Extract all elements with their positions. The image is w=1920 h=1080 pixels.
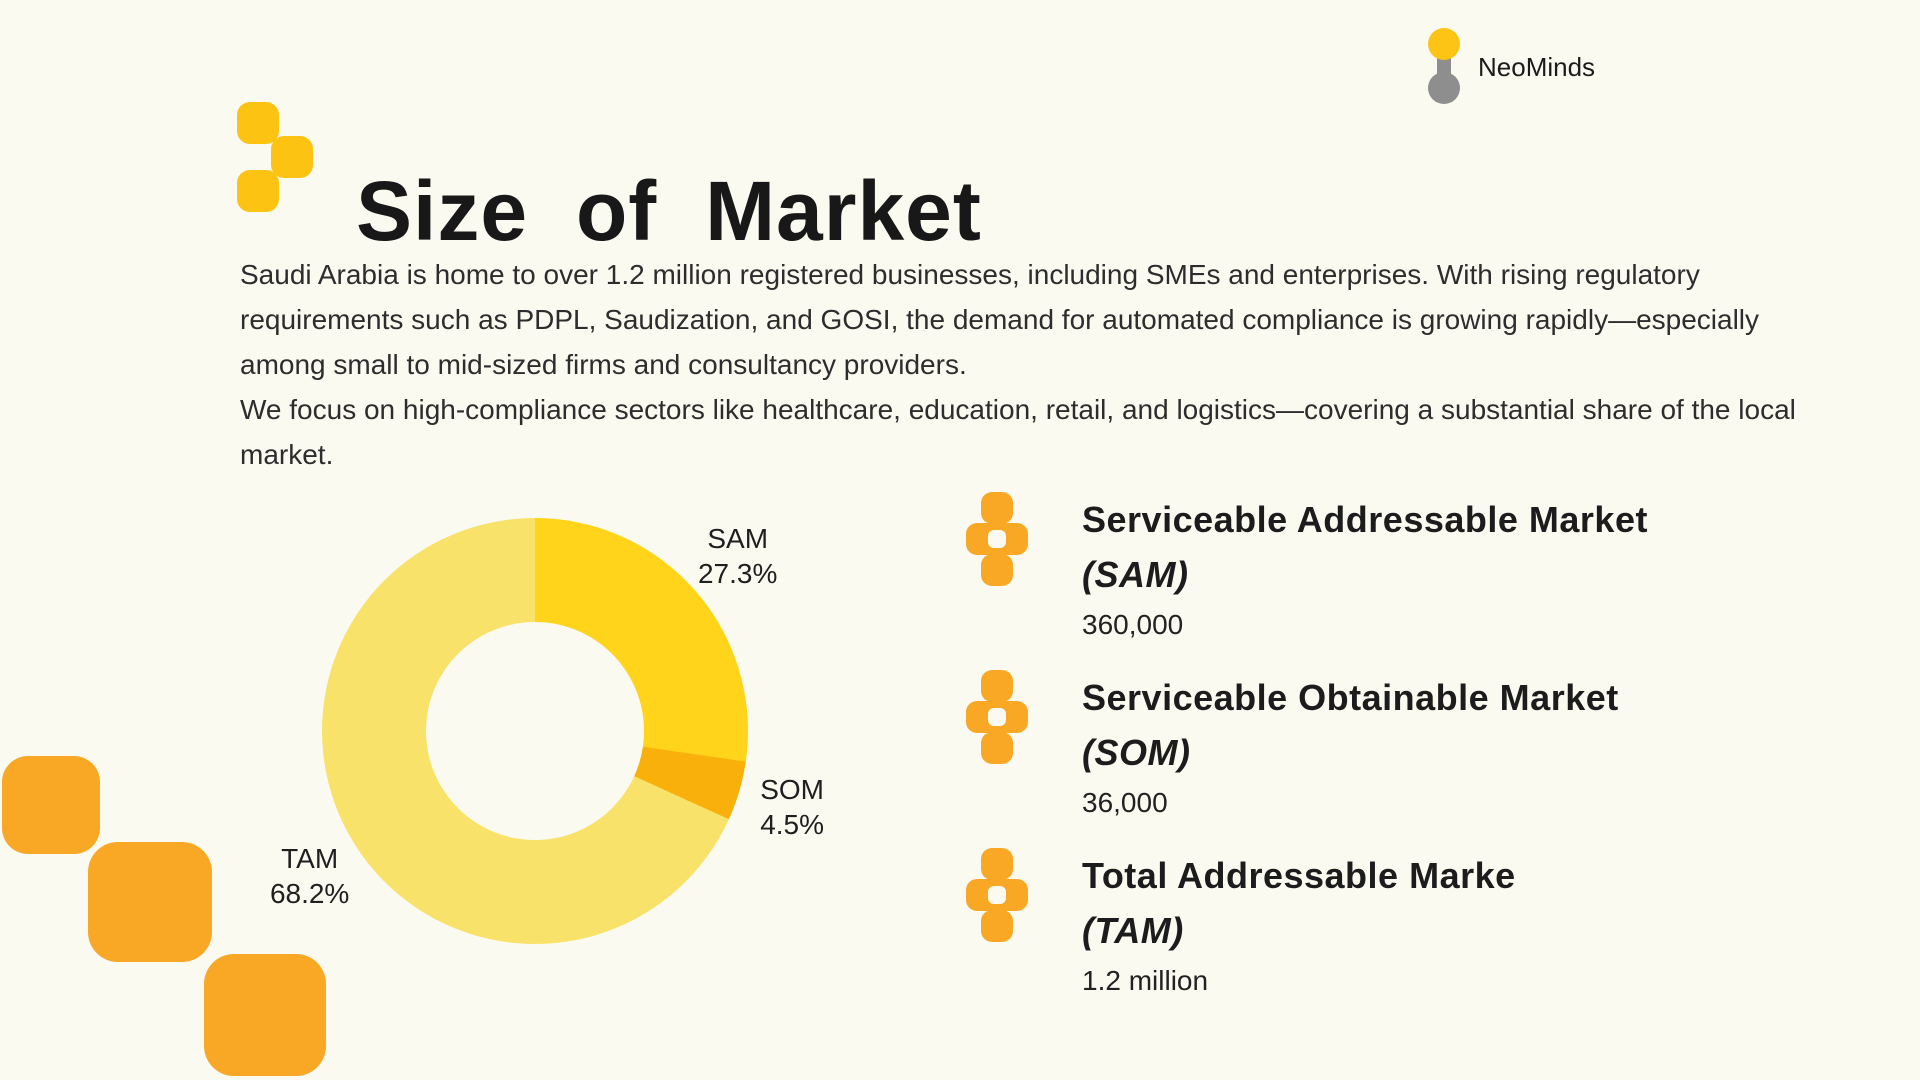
list-item-tam: Total Addressable Marke (TAM) 1.2 million — [966, 848, 1786, 998]
title-accent-icon — [237, 102, 313, 212]
intro-paragraph-2: We focus on high-compliance sectors like… — [240, 394, 1796, 470]
donut-hole — [426, 622, 644, 840]
market-items-list: Serviceable Addressable Market (SAM) 360,… — [966, 492, 1786, 998]
list-item-sam: Serviceable Addressable Market (SAM) 360,… — [966, 492, 1786, 642]
item-value: 1.2 million — [1082, 965, 1209, 996]
corner-decoration-squares — [2, 756, 326, 1076]
item-title: Serviceable Addressable Market (SAM) — [1082, 492, 1648, 602]
donut-slice-label: SAM 27.3% — [697, 522, 778, 589]
item-abbr: (SAM) — [1082, 554, 1189, 595]
item-title: Serviceable Obtainable Market (SOM) — [1082, 670, 1619, 780]
plus-bullet-icon — [966, 670, 1028, 764]
donut-slice-label: TAM 68.2% — [269, 843, 350, 910]
plus-bullet-icon — [966, 848, 1028, 942]
item-title: Total Addressable Marke (TAM) — [1082, 848, 1516, 958]
donut-slice-label: SOM 4.5% — [760, 773, 825, 840]
item-name: Serviceable Addressable Market — [1082, 499, 1648, 540]
item-value: 36,000 — [1082, 787, 1168, 818]
plus-bullet-icon — [966, 492, 1028, 586]
brand-name: NeoMinds — [1478, 52, 1596, 82]
intro-text: Saudi Arabia is home to over 1.2 million… — [240, 252, 1805, 477]
list-item-som: Serviceable Obtainable Market (SOM) 36,00… — [966, 670, 1786, 820]
item-abbr: (SOM) — [1082, 732, 1191, 773]
page-title: Size of Market — [356, 164, 982, 259]
item-name: Serviceable Obtainable Market — [1082, 677, 1619, 718]
item-abbr: (TAM) — [1082, 910, 1184, 951]
item-value: 360,000 — [1082, 609, 1184, 640]
neominds-logo-icon — [1428, 28, 1460, 104]
market-donut-chart: SAM 27.3% SOM 4.5% TAM 68.2% — [270, 518, 824, 944]
intro-paragraph-1: Saudi Arabia is home to over 1.2 million… — [240, 259, 1760, 380]
item-name: Total Addressable Marke — [1082, 855, 1516, 896]
